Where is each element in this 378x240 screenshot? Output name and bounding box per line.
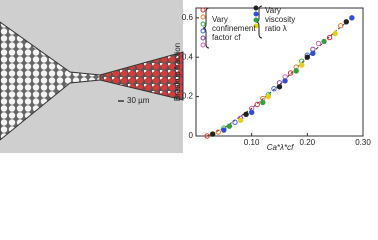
legend-entry: Vary confinement factor cf [212,15,256,42]
data-point [293,68,299,74]
data-point [304,54,311,60]
legend-marker [253,17,259,23]
y-tick-label: 0.4 [182,52,194,61]
data-point [349,15,355,21]
legend-marker [200,42,206,48]
data-point [338,23,344,29]
y-tick-label: 0.2 [182,92,194,101]
data-point [271,86,277,92]
data-point [287,70,294,76]
legend-marker [253,5,259,11]
x-axis-label: Ca*λ*cf [267,143,294,152]
x-tick-label: 0.30 [355,138,371,147]
legend-marker [200,35,206,41]
data-point [321,38,327,45]
legend-marker [200,21,206,27]
y-axis-label: Breakup fraction [173,43,182,101]
legend-entry: Vary viscosity ratio λ [265,6,296,33]
data-point [332,30,338,37]
data-point [232,119,238,125]
x-tick-label: 0.10 [244,138,260,147]
data-point [315,40,322,47]
data-point [260,99,266,106]
data-point [221,127,227,133]
data-point [226,123,233,129]
plot-frame [195,7,364,137]
legend-marker [200,14,206,20]
data-point [326,34,333,41]
legend-marker [253,23,259,29]
chart: 30 µm Breakup fraction Ca*λ*cf 0 0.2 0.4 0.… [0,0,371,153]
data-point [237,117,244,123]
data-point [210,131,216,137]
legend-marker [200,7,206,13]
data-point [299,62,305,68]
legend-marker [200,28,206,34]
data-point [276,84,283,90]
x-tick-label: 0.20 [300,138,316,147]
data-point [204,133,210,139]
scale-bar-label: 30 µm [127,96,150,105]
legend-marker [253,11,259,17]
data-point [254,101,260,108]
y-tick-label: 0 [189,131,194,140]
data-point [310,50,316,56]
data-point [282,78,288,84]
channel-cells [99,51,184,101]
data-point [243,111,249,118]
figure: 30 µm Breakup fraction Ca*λ*cf 0 0.2 0.4 0.… [0,0,372,153]
data-point [265,93,272,100]
data-point [248,109,255,116]
legend-bracket [202,7,210,49]
y-tick-label: 0.6 [182,13,194,22]
data-point [215,129,221,135]
data-point [343,19,349,25]
